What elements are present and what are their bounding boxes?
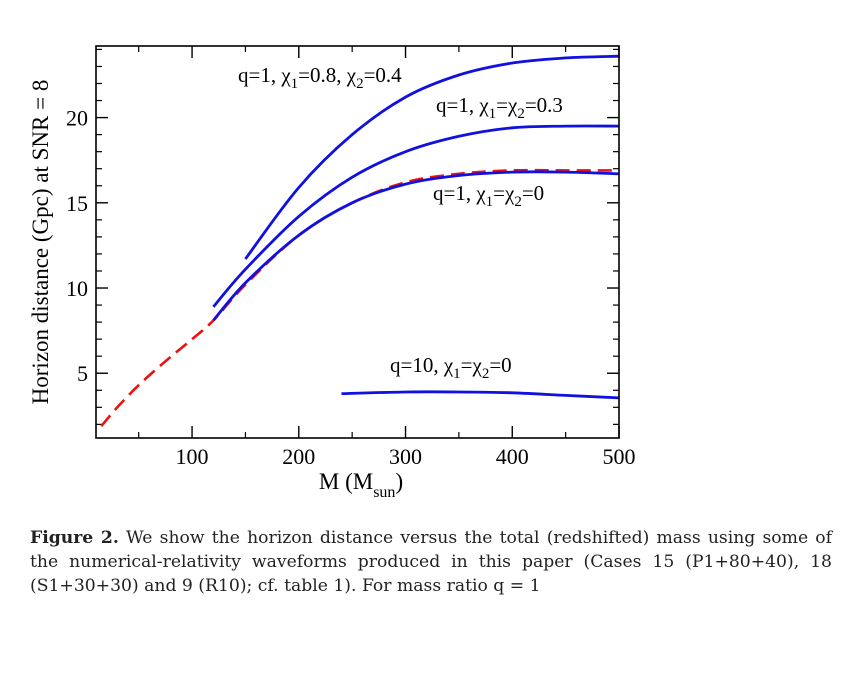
series-line-0 — [244, 54, 620, 260]
figure-caption: Figure 2. We show the horizon distance v… — [30, 526, 832, 598]
y-tick-label: 15 — [66, 191, 88, 216]
x-axis-title: M (Msun) — [319, 469, 403, 501]
x-tick-label: 400 — [496, 444, 529, 469]
x-tick-label: 500 — [603, 444, 636, 469]
series-line-4 — [341, 390, 620, 400]
series-label-2: q=1, χ1=χ2=0 — [433, 181, 544, 210]
series-line-1 — [212, 124, 620, 308]
series-label-4: q=10, χ1=χ2=0 — [390, 353, 512, 382]
horizon-distance-chart: 100 200 300 400 500 5 10 15 20 q=1, χ1=0.8, χ2=0… — [28, 45, 636, 501]
x-tick-label: 100 — [176, 444, 209, 469]
x-tick-label: 300 — [389, 444, 422, 469]
y-tick-label: 10 — [66, 276, 88, 301]
y-axis-title: Horizon distance (Gpc) at SNR = 8 — [28, 80, 53, 405]
series-line-2 — [212, 170, 620, 322]
plot-frame — [95, 45, 620, 439]
series-label-0: q=1, χ1=0.8, χ2=0.4 — [238, 63, 402, 92]
y-tick-label: 5 — [77, 361, 88, 386]
labels-layer: q=1, χ1=0.8, χ2=0.4 q=1, χ1=χ2=0.3 q=1, χ1… — [238, 63, 563, 382]
x-tick-label: 200 — [282, 444, 315, 469]
caption-text: We show the horizon distance versus the … — [30, 528, 832, 596]
caption-label: Figure 2. — [30, 528, 119, 548]
series-label-1: q=1, χ1=χ2=0.3 — [436, 93, 563, 122]
series-line-3 — [100, 168, 619, 427]
ticks-layer: 100 200 300 400 500 5 10 15 20 — [66, 46, 636, 469]
y-tick-label: 20 — [66, 106, 88, 131]
series-layer — [100, 54, 620, 427]
